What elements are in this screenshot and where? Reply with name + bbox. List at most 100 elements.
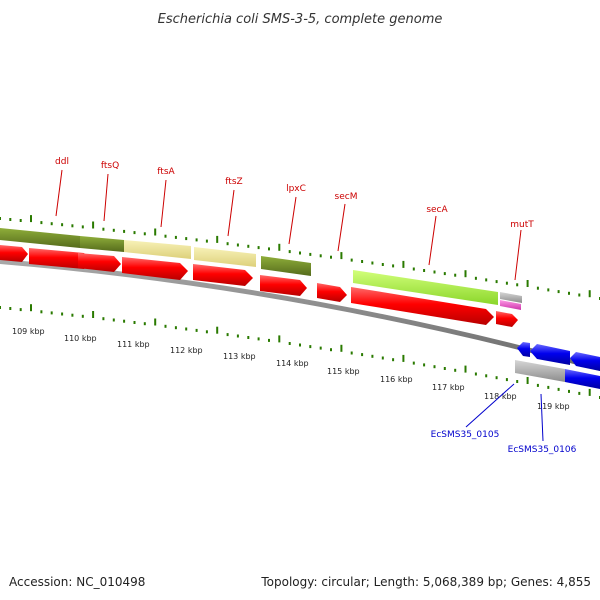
leader-line: [428, 215, 437, 266]
minor-tick-mark: [236, 243, 239, 247]
cds-arrow-forward: [122, 257, 188, 280]
minor-tick-mark: [81, 314, 84, 318]
cds-arrow-forward: [496, 311, 518, 327]
cds-arrow-reverse: [530, 344, 570, 365]
cds-arrow-forward: [317, 283, 347, 302]
minor-tick-mark: [505, 281, 508, 285]
minor-tick-mark: [185, 327, 188, 331]
minor-tick-mark: [247, 336, 250, 339]
minor-tick-mark: [454, 273, 457, 277]
minor-tick-mark: [443, 272, 446, 276]
minor-tick-mark: [371, 354, 374, 358]
minor-tick-mark: [330, 255, 332, 259]
minor-tick-mark: [454, 368, 457, 372]
scale-label: 112 kbp: [170, 346, 203, 355]
minor-tick-mark: [257, 337, 260, 341]
minor-tick-mark: [19, 219, 22, 222]
major-tick-mark: [154, 228, 157, 236]
major-tick-mark: [216, 326, 219, 334]
major-tick-mark: [340, 252, 343, 260]
cog-block-ftsZ: [194, 247, 256, 267]
cds-arrow-forward: [0, 245, 28, 262]
minor-tick-mark: [247, 244, 250, 248]
cds-arrow-forward: [29, 248, 92, 269]
leader-line: [514, 229, 522, 281]
cog-block-secA: [353, 270, 498, 305]
minor-tick-mark: [319, 346, 322, 350]
scale-label: 114 kbp: [276, 359, 309, 368]
minor-tick-mark: [433, 270, 436, 274]
minor-tick-mark: [319, 254, 322, 258]
scale-label: 117 kbp: [432, 383, 465, 392]
minor-tick-mark: [557, 387, 560, 391]
minor-tick-mark: [516, 380, 519, 383]
minor-tick-mark: [164, 324, 167, 328]
minor-tick-mark: [381, 263, 384, 266]
minor-tick-mark: [392, 358, 395, 362]
cog-block-ftsQ: [80, 236, 124, 252]
minor-tick-mark: [330, 348, 332, 352]
cds-arrow-forward: [78, 253, 121, 272]
gene-label: lpxC: [286, 184, 306, 194]
minor-tick-mark: [474, 372, 477, 376]
minor-tick-mark: [268, 338, 270, 342]
major-tick-mark: [526, 377, 529, 384]
minor-tick-mark: [143, 232, 146, 236]
leader-line: [160, 179, 167, 228]
minor-tick-mark: [9, 307, 12, 310]
minor-tick-mark: [412, 361, 415, 365]
gene-label: ftsA: [157, 167, 175, 177]
cog-block-lpxC: [261, 256, 311, 276]
cds-arrow-forward: [351, 287, 494, 325]
minor-tick-mark: [557, 290, 560, 294]
minor-tick-mark: [309, 252, 312, 256]
leader-line: [465, 383, 515, 428]
minor-tick-mark: [133, 321, 136, 324]
minor-tick-mark: [50, 311, 53, 315]
minor-tick-mark: [568, 291, 570, 295]
leader-line: [540, 393, 544, 442]
major-tick-mark: [402, 260, 405, 268]
gene-label: secA: [426, 205, 448, 215]
minor-tick-mark: [412, 267, 415, 271]
minor-tick-mark: [433, 365, 436, 369]
minor-tick-mark: [536, 286, 539, 290]
minor-tick-mark: [205, 330, 208, 334]
gene-labels-bottom: EcSMS35_0105 EcSMS35_0106: [431, 383, 577, 455]
cog-block-ddl: [0, 228, 80, 248]
inner-tick-track: [0, 304, 600, 399]
cog-block-mutT-magenta: [500, 300, 521, 310]
leader-line: [55, 169, 63, 217]
minor-tick-mark: [174, 235, 177, 239]
minor-tick-mark: [102, 317, 105, 321]
minor-tick-mark: [226, 242, 229, 246]
major-tick-mark: [464, 270, 467, 278]
minor-tick-mark: [423, 363, 426, 367]
outer-tick-track: [0, 215, 600, 300]
scale-label: 115 kbp: [327, 367, 360, 376]
minor-tick-mark: [236, 334, 239, 338]
minor-tick-mark: [195, 238, 198, 242]
leader-line: [337, 203, 346, 252]
minor-tick-mark: [195, 328, 198, 332]
map-title: Escherichia coli SMS-3-5, complete genom…: [158, 12, 443, 27]
minor-tick-mark: [547, 385, 550, 389]
minor-tick-mark: [81, 225, 84, 229]
major-tick-mark: [588, 388, 591, 396]
minor-tick-mark: [578, 293, 581, 297]
leader-line: [227, 189, 235, 237]
major-tick-mark: [340, 344, 343, 352]
accession-text: Accession: NC_010498: [9, 575, 145, 589]
minor-tick-mark: [361, 353, 364, 357]
gene-labels-top: ddl ftsQ ftsA ftsZ lpxC secM secA mutT: [55, 157, 534, 281]
minor-tick-mark: [547, 288, 550, 292]
minor-tick-mark: [361, 260, 364, 263]
cds-arrow-forward: [260, 275, 307, 296]
minor-tick-mark: [495, 280, 498, 284]
minor-tick-mark: [143, 322, 146, 326]
minor-tick-mark: [350, 351, 353, 355]
minor-tick-mark: [112, 228, 115, 232]
minor-tick-mark: [0, 306, 1, 309]
minor-tick-mark: [309, 345, 312, 349]
